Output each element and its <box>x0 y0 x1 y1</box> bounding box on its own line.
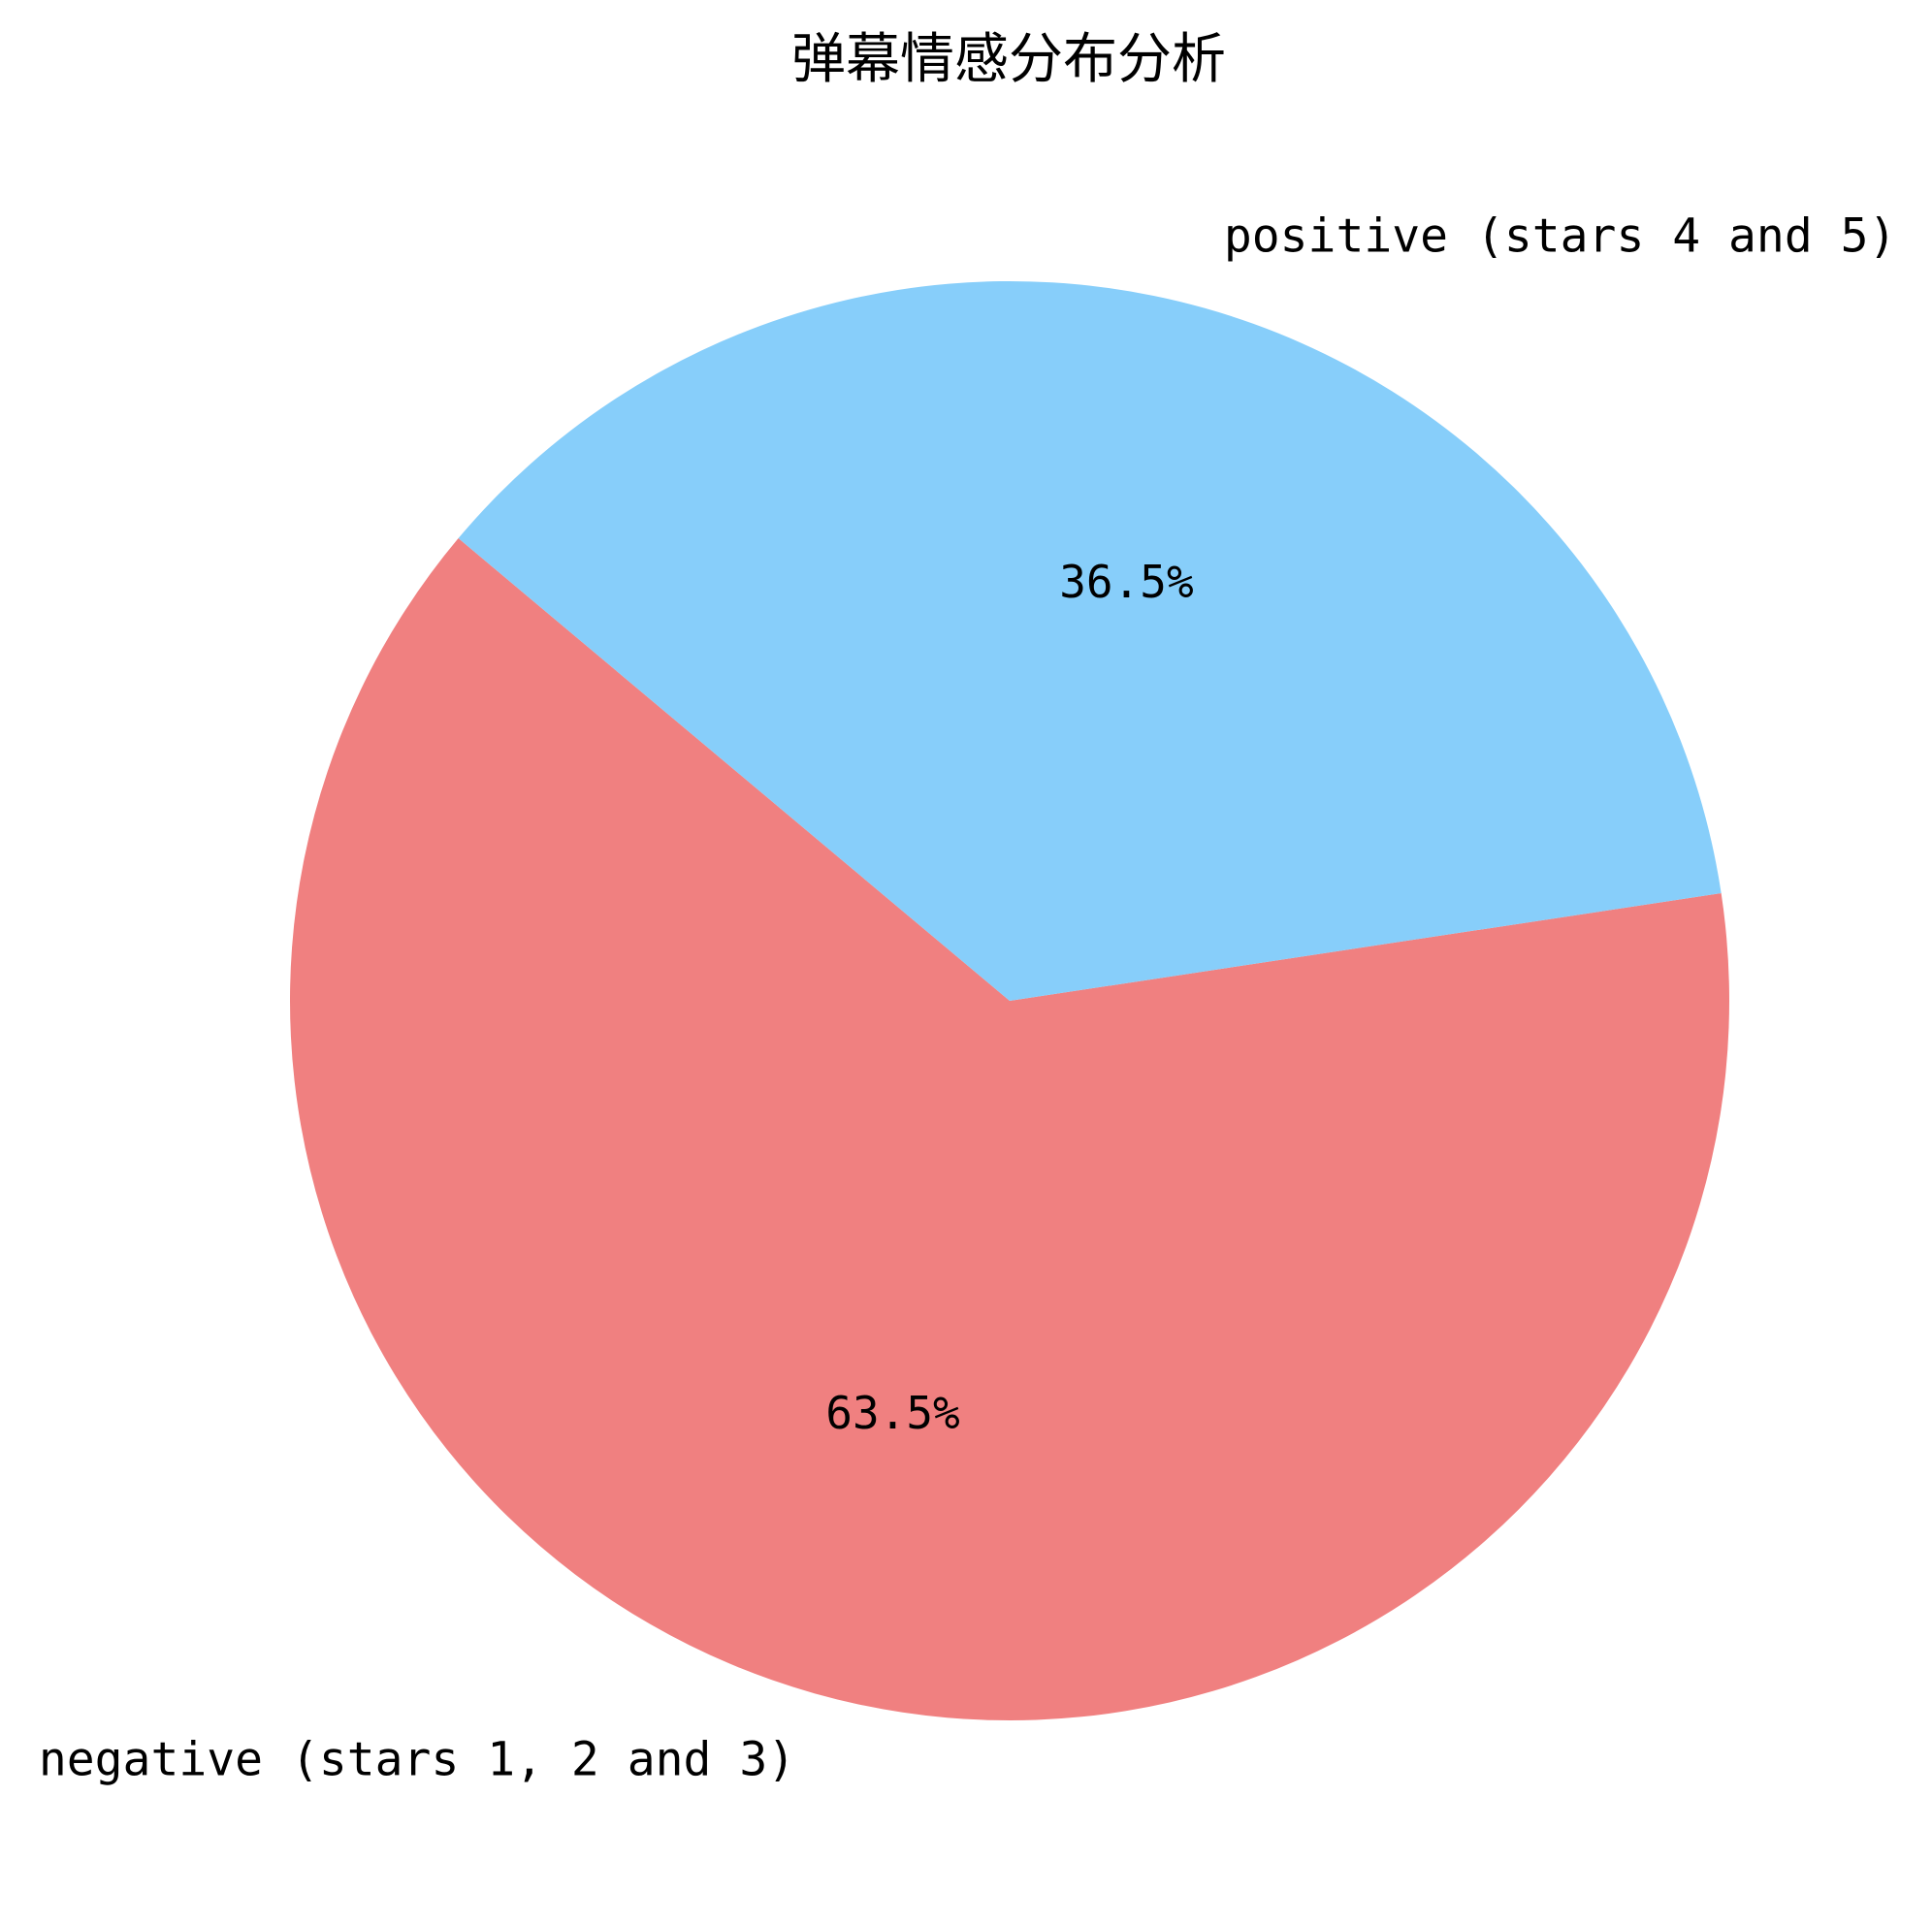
slice-percent-label: 63.5% <box>825 1387 959 1439</box>
slice-category-label: negative (stars 1, 2 and 3) <box>39 1733 795 1787</box>
slice-percent-label: 36.5% <box>1059 556 1193 608</box>
pie-labels: 63.5% negative (stars 1, 2 and 3) 36.5% pos… <box>39 209 1897 1786</box>
pie-slice-positive <box>458 281 1722 1001</box>
pie-slices <box>290 281 1730 1721</box>
slice-category-label: positive (stars 4 and 5) <box>1224 209 1897 263</box>
pie-slice-negative <box>290 538 1730 1721</box>
chart-title: 弹幕情感分布分析 <box>791 28 1226 91</box>
